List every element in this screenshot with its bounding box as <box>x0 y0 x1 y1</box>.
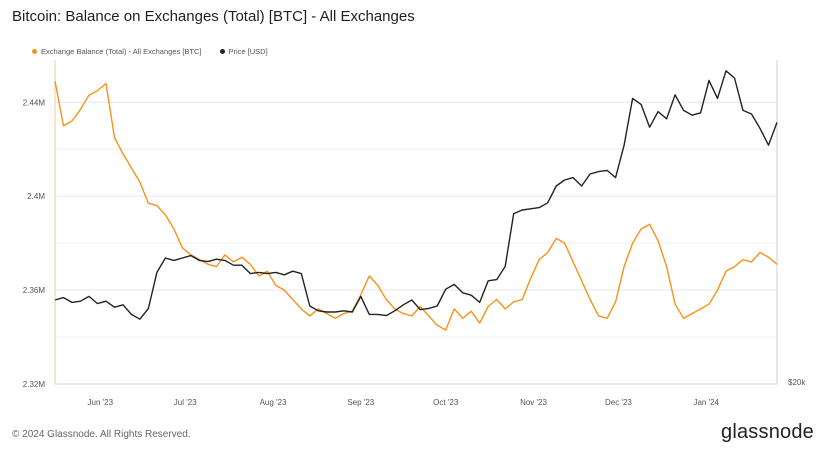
legend-balance-label: Exchange Balance (Total) - All Exchanges… <box>41 47 202 56</box>
x-tick-label: Dec '23 <box>605 398 632 407</box>
y-tick-label: 2.44M <box>23 98 46 107</box>
y-right-tick-label: $20k <box>788 378 806 387</box>
legend-balance-swatch <box>32 49 37 54</box>
legend-price-label: Price [USD] <box>228 47 268 56</box>
x-tick-label: Nov '23 <box>520 398 547 407</box>
x-tick-label: Jan '24 <box>693 398 719 407</box>
legend-item-balance[interactable]: Exchange Balance (Total) - All Exchanges… <box>32 47 202 56</box>
series-line-price <box>54 70 778 320</box>
x-tick-label: Oct '23 <box>433 398 459 407</box>
x-tick-label: Aug '23 <box>260 398 287 407</box>
y-tick-label: 2.4M <box>27 192 45 201</box>
chart-title: Bitcoin: Balance on Exchanges (Total) [B… <box>12 8 415 25</box>
x-tick-label: Sep '23 <box>347 398 374 407</box>
legend-price-swatch <box>219 49 225 54</box>
glassnode-logo[interactable]: glassnode <box>721 421 814 443</box>
x-tick-label: Jul '23 <box>174 398 197 407</box>
y-tick-label: 2.36M <box>23 286 46 295</box>
legend: Exchange Balance (Total) - All Exchanges… <box>32 47 268 56</box>
legend-item-price[interactable]: Price [USD] <box>219 47 268 56</box>
copyright-text: © 2024 Glassnode. All Rights Reserved. <box>12 429 191 440</box>
y-tick-label: 2.32M <box>23 380 46 389</box>
x-tick-label: Jun '23 <box>88 398 114 407</box>
series-line-exchange-balance <box>54 80 778 331</box>
